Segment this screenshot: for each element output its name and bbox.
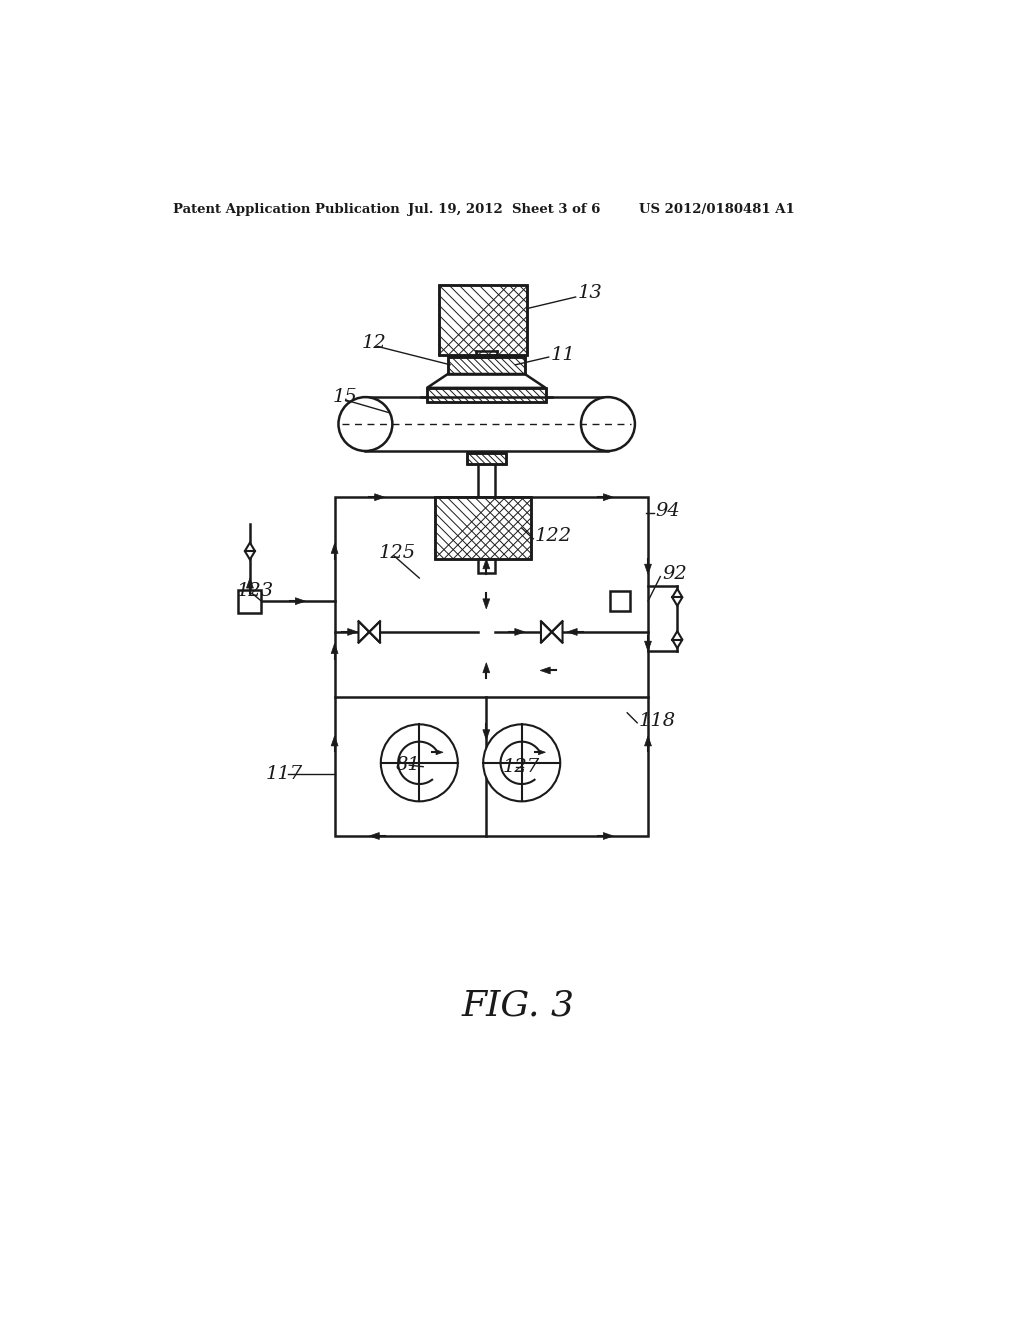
Polygon shape [603,494,613,500]
Ellipse shape [339,397,392,451]
Text: 12: 12 [361,334,386,352]
Text: 123: 123 [237,582,274,601]
Text: Patent Application Publication: Patent Application Publication [173,203,399,216]
Text: 125: 125 [379,544,416,561]
Polygon shape [541,667,550,675]
Polygon shape [483,599,489,609]
Text: 94: 94 [655,502,681,520]
Bar [447,356,524,374]
Polygon shape [552,622,562,643]
Bar [435,498,531,558]
Polygon shape [672,631,682,648]
Polygon shape [483,558,489,569]
Text: FIG. 3: FIG. 3 [462,989,574,1023]
Bar [447,356,524,374]
Polygon shape [331,644,338,653]
Polygon shape [358,622,370,643]
Polygon shape [541,622,552,643]
Bar [478,558,495,573]
Polygon shape [567,628,578,635]
Polygon shape [672,589,682,606]
Polygon shape [370,833,379,840]
Bar [438,285,527,355]
Polygon shape [483,663,489,673]
Polygon shape [644,737,651,746]
Text: 92: 92 [662,565,687,583]
Bar [609,591,630,611]
Circle shape [381,725,458,801]
Bar [427,388,547,401]
Text: 15: 15 [333,388,357,407]
Bar [435,498,531,558]
Polygon shape [644,564,651,574]
Text: 127: 127 [503,758,540,776]
Polygon shape [245,543,255,560]
Bar [438,285,527,355]
Text: 117: 117 [265,766,302,783]
Bar [467,453,506,465]
Polygon shape [370,622,380,643]
Text: 11: 11 [550,346,574,364]
Polygon shape [375,494,385,500]
Text: Jul. 19, 2012  Sheet 3 of 6: Jul. 19, 2012 Sheet 3 of 6 [408,203,600,216]
Polygon shape [483,730,489,739]
Polygon shape [539,750,546,755]
Polygon shape [515,628,524,635]
Text: 13: 13 [578,284,602,302]
Text: 122: 122 [535,527,572,545]
Polygon shape [436,750,443,755]
Polygon shape [348,628,357,635]
Bar [475,355,497,358]
Bar [335,498,648,836]
Bar [427,388,547,401]
Polygon shape [247,578,253,589]
Polygon shape [331,737,338,746]
Polygon shape [644,642,651,651]
Text: 81: 81 [395,756,420,774]
Circle shape [483,725,560,801]
Ellipse shape [581,397,635,451]
Polygon shape [295,598,305,605]
Bar [366,397,608,451]
Polygon shape [603,833,613,840]
Bar [239,590,261,612]
Polygon shape [427,374,546,388]
Polygon shape [331,544,338,553]
Bar [478,453,495,498]
Text: US 2012/0180481 A1: US 2012/0180481 A1 [639,203,795,216]
Bar [467,453,506,465]
Text: 118: 118 [639,711,676,730]
